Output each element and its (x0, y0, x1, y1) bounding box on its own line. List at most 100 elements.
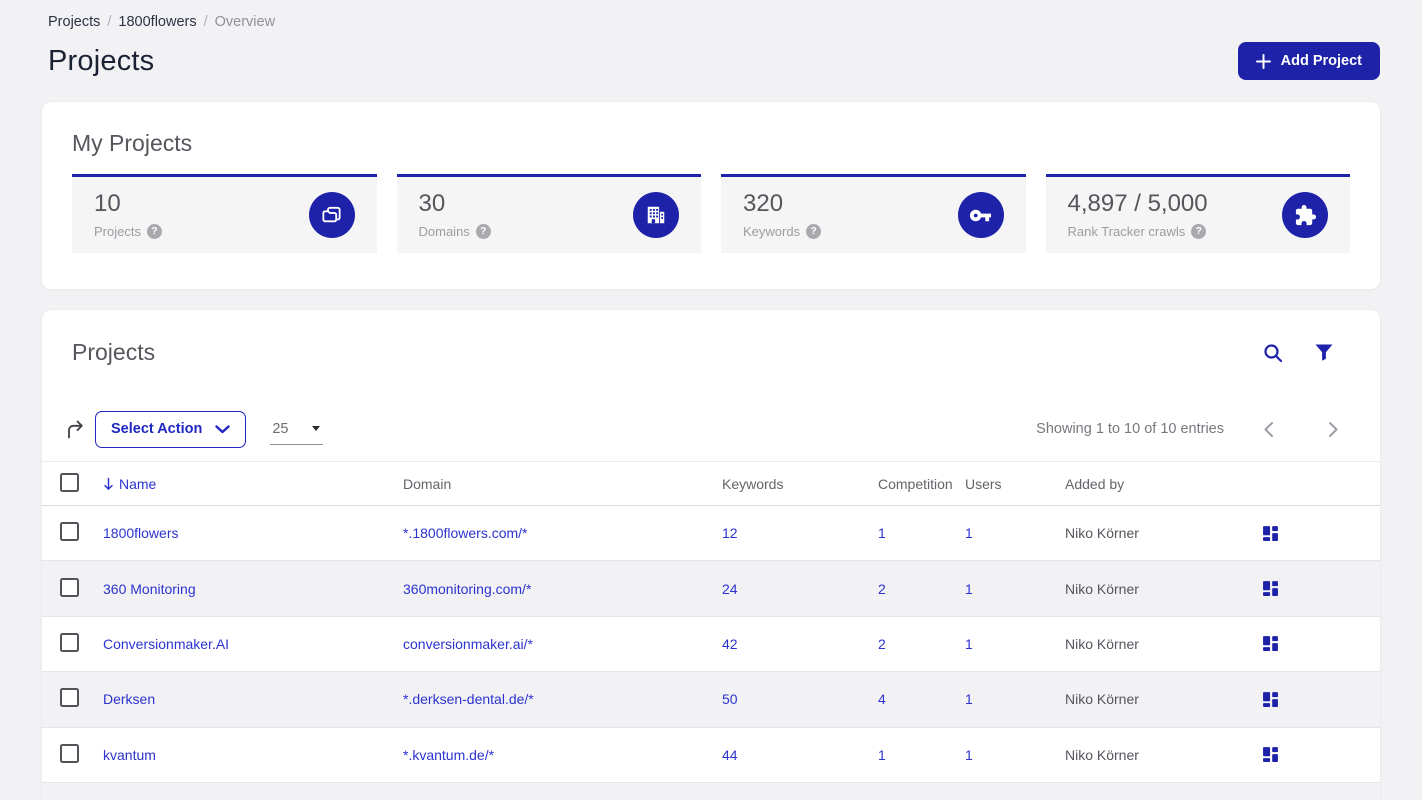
row-checkbox[interactable] (60, 577, 79, 597)
chevron-right-icon (1329, 421, 1338, 437)
keywords-icon (957, 192, 1004, 238)
stat-domains: 30 Domains ? (396, 174, 701, 253)
project-dashboard-button[interactable] (1262, 635, 1279, 652)
project-keywords-link[interactable]: 44 (722, 746, 738, 763)
project-keywords-link[interactable]: 24 (722, 580, 738, 597)
project-keywords-link[interactable]: 50 (722, 691, 738, 708)
stat-crawls-value: 4,897 / 5,000 (1067, 190, 1208, 217)
project-dashboard-button[interactable] (1262, 746, 1279, 763)
breadcrumb-projects[interactable]: Projects (48, 14, 101, 30)
project-name-link[interactable]: Conversionmaker.AI (103, 635, 230, 652)
project-domain-link[interactable]: 360monitoring.com/* (403, 580, 532, 597)
stat-domains-label: Domains (418, 224, 470, 239)
table-row: Derksen *.derksen-dental.de/* 50 4 1 Nik… (42, 672, 1380, 728)
stat-keywords: 320 Keywords ? (721, 174, 1026, 253)
column-header-added-by[interactable]: Added by (1065, 475, 1125, 492)
breadcrumb-separator (204, 14, 208, 30)
project-keywords-link[interactable]: 42 (722, 635, 738, 652)
add-project-button[interactable]: Add Project (1237, 42, 1380, 80)
help-icon[interactable]: ? (1191, 224, 1207, 239)
breadcrumb-separator (107, 14, 111, 30)
search-button[interactable] (1262, 342, 1284, 364)
pagination-next-button[interactable] (1323, 421, 1344, 438)
stat-crawls-label: Rank Tracker crawls (1067, 224, 1186, 239)
project-dashboard-button[interactable] (1262, 691, 1279, 708)
table-row: Conversionmaker.AI conversionmaker.ai/* … (42, 616, 1380, 673)
project-competition-link[interactable]: 2 (878, 580, 886, 597)
projects-card: Projects Select Action (42, 310, 1380, 800)
breadcrumb-1800flowers[interactable]: 1800flowers (118, 14, 197, 30)
domains-icon (633, 192, 679, 238)
help-icon[interactable]: ? (806, 224, 822, 239)
project-competition-link[interactable]: 4 (878, 691, 886, 708)
caret-down-icon (312, 426, 321, 431)
project-users-link[interactable]: 1 (965, 691, 973, 708)
project-users-link[interactable]: 1 (965, 635, 973, 652)
breadcrumb: Projects 1800flowers Overview (48, 14, 1380, 30)
row-checkbox[interactable] (60, 522, 79, 542)
project-domain-link[interactable]: *.derksen-dental.de/* (403, 691, 534, 708)
column-header-name[interactable]: Name (103, 476, 403, 492)
project-competition-link[interactable]: 2 (878, 635, 886, 652)
project-domain-link[interactable]: conversionmaker.ai/* (403, 635, 533, 652)
column-header-competition[interactable]: Competition (878, 475, 953, 492)
column-header-users[interactable]: Users (965, 475, 1002, 492)
project-keywords-link[interactable]: 12 (722, 525, 738, 542)
project-added-by: Niko Körner (1065, 580, 1139, 597)
select-action-label: Select Action (111, 421, 203, 437)
project-competition-link[interactable]: 1 (878, 746, 886, 763)
stats-row: 10 Projects ? 30 Domains ? (72, 174, 1350, 253)
project-name-link[interactable]: 1800flowers (103, 525, 179, 542)
projects-table-title: Projects (72, 339, 156, 365)
page-size-select[interactable]: 25 (270, 413, 324, 445)
projects-table: Name Domain Keywords Competition Users A… (42, 461, 1380, 800)
project-domain-link[interactable]: *.kvantum.de/* (403, 746, 495, 763)
table-header-row: Name Domain Keywords Competition Users A… (42, 461, 1380, 506)
column-header-domain[interactable]: Domain (403, 475, 452, 492)
select-all-checkbox[interactable] (60, 472, 79, 492)
row-checkbox[interactable] (60, 743, 79, 763)
table-row: 360 Monitoring 360monitoring.com/* 24 2 … (42, 561, 1380, 617)
stat-crawls: 4,897 / 5,000 Rank Tracker crawls ? (1045, 174, 1350, 253)
table-body: 1800flowers *.1800flowers.com/* 12 1 1 N… (42, 506, 1380, 783)
filter-button[interactable] (1314, 342, 1334, 364)
row-checkbox[interactable] (60, 632, 79, 652)
stat-projects: 10 Projects ? (72, 174, 377, 253)
plus-icon (1255, 53, 1271, 69)
project-users-link[interactable]: 1 (965, 580, 973, 597)
project-name-link[interactable]: kvantum (103, 746, 156, 763)
column-header-keywords[interactable]: Keywords (722, 475, 784, 492)
stat-keywords-value: 320 (743, 190, 784, 217)
project-dashboard-button[interactable] (1262, 525, 1279, 542)
stat-projects-value: 10 (94, 190, 121, 217)
project-users-link[interactable]: 1 (965, 746, 973, 763)
project-added-by: Niko Körner (1065, 525, 1139, 542)
page-header: Projects 1800flowers Overview Projects A… (0, 0, 1422, 80)
help-icon[interactable]: ? (146, 224, 162, 239)
help-icon[interactable]: ? (475, 224, 491, 239)
project-competition-link[interactable]: 1 (878, 525, 886, 542)
project-domain-link[interactable]: *.1800flowers.com/* (403, 525, 528, 542)
project-added-by: Niko Körner (1065, 635, 1139, 652)
export-arrow-icon (68, 420, 83, 438)
my-projects-card: My Projects 10 Projects ? 30 Domains ? (42, 102, 1380, 289)
project-name-link[interactable]: Derksen (103, 691, 156, 708)
dashboard-icon (1263, 691, 1278, 707)
project-dashboard-button[interactable] (1262, 580, 1279, 597)
project-added-by: Niko Körner (1065, 746, 1139, 763)
projects-icon (308, 192, 355, 238)
project-users-link[interactable]: 1 (965, 525, 973, 542)
row-checkbox[interactable] (60, 688, 79, 708)
pagination-prev-button[interactable] (1258, 421, 1279, 438)
dashboard-icon (1263, 636, 1278, 652)
dashboard-icon (1263, 747, 1278, 763)
page-title: Projects (48, 44, 155, 77)
table-row: 1800flowers *.1800flowers.com/* 12 1 1 N… (42, 506, 1380, 562)
add-project-label: Add Project (1280, 53, 1362, 69)
select-action-dropdown[interactable]: Select Action (95, 410, 247, 448)
project-name-link[interactable]: 360 Monitoring (103, 580, 196, 597)
export-button[interactable] (65, 419, 86, 440)
page-size-value: 25 (272, 420, 289, 437)
chevron-down-icon (215, 424, 231, 433)
dashboard-icon (1263, 581, 1278, 597)
